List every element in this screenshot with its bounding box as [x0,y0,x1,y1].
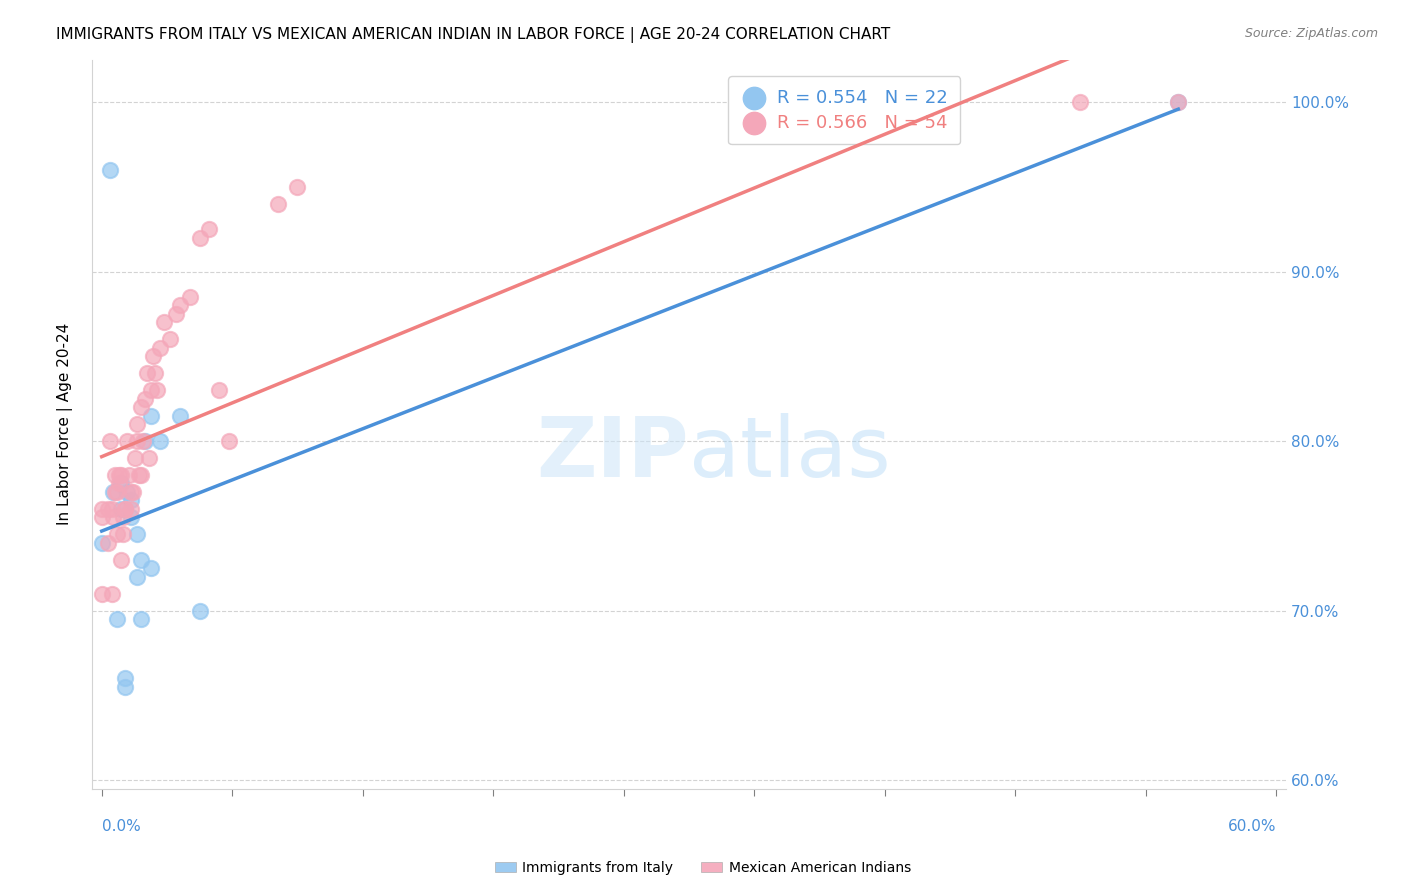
Point [97,502,120,516]
Point [120,485,142,500]
Point [149,341,172,355]
Point [125,434,148,448]
Point [118,467,141,482]
Point [1167,95,1189,109]
Point [105,485,128,500]
Point [98,434,121,448]
Point [143,366,166,380]
Point [114,672,136,686]
Point [90,502,112,516]
Point [153,315,176,329]
Point [218,434,240,448]
Point [128,467,150,482]
Point [90,510,112,524]
Point [98,162,121,177]
Point [108,467,131,482]
Point [145,383,167,397]
Point [105,612,128,626]
Point [129,400,152,414]
Point [110,467,132,482]
Point [100,587,122,601]
Point [110,502,132,516]
Point [198,222,221,236]
Point [139,409,162,423]
Text: ZIP: ZIP [537,413,689,494]
Y-axis label: In Labor Force | Age 20-24: In Labor Force | Age 20-24 [58,323,73,525]
Legend: Immigrants from Italy, Mexican American Indians: Immigrants from Italy, Mexican American … [489,855,917,880]
Point [1167,95,1189,109]
Point [188,230,211,244]
Point [129,467,152,482]
Point [188,604,211,618]
Point [108,476,131,491]
Point [208,383,231,397]
Point [104,485,127,500]
Point [129,612,152,626]
Point [122,485,145,500]
Point [1069,95,1091,109]
Point [267,196,290,211]
Text: Source: ZipAtlas.com: Source: ZipAtlas.com [1244,27,1378,40]
Point [169,298,191,312]
Point [165,307,187,321]
Point [114,502,136,516]
Text: 0.0%: 0.0% [101,819,141,834]
Point [134,434,156,448]
Point [112,510,135,524]
Point [114,680,136,694]
Point [90,587,112,601]
Point [139,383,162,397]
Point [179,290,201,304]
Point [110,476,132,491]
Point [97,536,120,550]
Text: IMMIGRANTS FROM ITALY VS MEXICAN AMERICAN INDIAN IN LABOR FORCE | AGE 20-24 CORR: IMMIGRANTS FROM ITALY VS MEXICAN AMERICA… [56,27,890,43]
Point [112,527,135,541]
Point [139,561,162,575]
Point [129,553,152,567]
Point [114,502,136,516]
Point [115,485,138,500]
Point [103,485,125,500]
Text: 60.0%: 60.0% [1227,819,1277,834]
Point [120,502,142,516]
Point [120,510,142,524]
Point [125,417,148,431]
Text: atlas: atlas [689,413,890,494]
Point [90,536,112,550]
Point [287,179,309,194]
Point [110,553,132,567]
Point [120,493,142,508]
Point [125,570,148,584]
Point [105,527,128,541]
Legend: R = 0.554   N = 22, R = 0.566   N = 54: R = 0.554 N = 22, R = 0.566 N = 54 [728,76,960,145]
Point [149,434,172,448]
Point [115,434,138,448]
Point [159,332,181,346]
Point [135,366,157,380]
Point [169,409,191,423]
Point [142,349,165,363]
Point [138,450,160,465]
Point [132,434,155,448]
Point [100,502,122,516]
Point [124,450,146,465]
Point [104,467,127,482]
Point [134,392,156,406]
Point [125,527,148,541]
Point [103,510,125,524]
